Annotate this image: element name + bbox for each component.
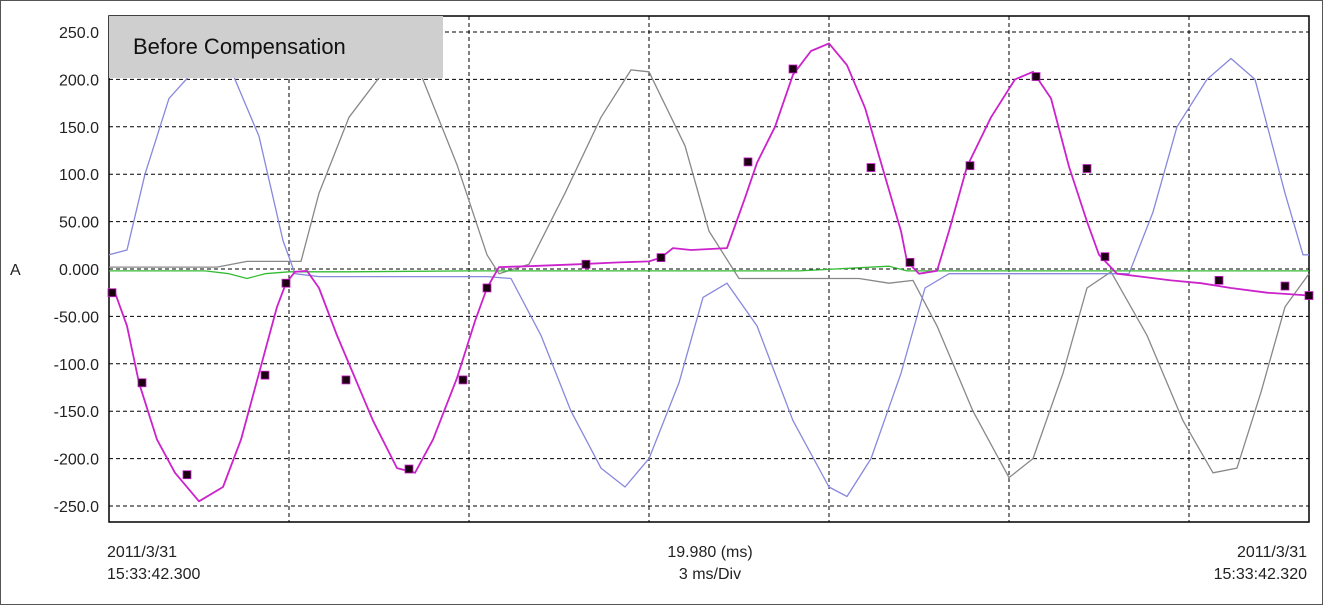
series-marker [788,64,798,74]
series-markers [107,64,1314,480]
series-marker [1280,281,1290,291]
footer-center-div: 3 ms/Div [678,566,742,583]
y-tick-label: 100.0 [59,167,99,184]
series-marker [1031,72,1041,81]
y-tick-label: 150.0 [59,120,99,137]
series-marker [404,464,414,474]
footer-right-time: 15:33:42.320 [1213,566,1307,583]
y-tick-label: -150.0 [54,404,99,421]
footer-center: 19.980 (ms) 3 ms/Div [560,542,860,586]
series-marker [482,283,492,293]
series-marker [1304,291,1314,300]
series-marker [107,288,117,298]
series-line [109,265,1309,280]
series-marker [1082,164,1092,173]
y-tick-label: -100.0 [54,357,99,374]
footer-center-value: 19.980 (ms) [667,544,753,561]
y-tick-label: 0.000 [59,262,99,279]
footer-left: 2011/3/31 15:33:42.300 [107,542,200,586]
series-line [108,57,1309,498]
footer-right: 2011/3/31 15:33:42.320 [1214,542,1307,586]
footer-right-date: 2011/3/31 [1237,544,1307,561]
footer-left-time: 15:33:42.300 [107,566,201,583]
series-marker [866,163,876,172]
caption-box: Before Compensation [109,16,443,78]
series-line [109,69,1310,479]
series-marker [965,161,975,171]
series-lines [108,42,1310,503]
series-marker [341,375,351,385]
series-marker [182,470,192,480]
series-marker [137,378,147,388]
chart-caption: Before Compensation [133,34,346,59]
y-axis-label: A [10,262,21,279]
series-marker [458,375,468,385]
y-tick-label: -200.0 [54,452,99,469]
series-marker [656,253,666,263]
series-marker [1100,252,1110,262]
series-marker [260,370,270,380]
series-marker [281,278,291,288]
y-tick-label: 200.0 [59,72,99,89]
series-marker [743,157,753,167]
y-tick-label: -50.00 [54,309,99,326]
series-marker [581,259,591,269]
footer-left-date: 2011/3/31 [107,544,177,561]
series-marker [905,257,915,267]
y-tick-labels: 250.0 200.0 150.0 100.0 50.00 0.000 -50.00 -100… [54,25,99,516]
series-marker [1214,275,1224,285]
y-tick-label: 250.0 [59,25,99,42]
y-tick-label: -250.0 [54,499,99,516]
y-tick-label: 50.00 [59,215,99,232]
series-line [109,42,1310,503]
